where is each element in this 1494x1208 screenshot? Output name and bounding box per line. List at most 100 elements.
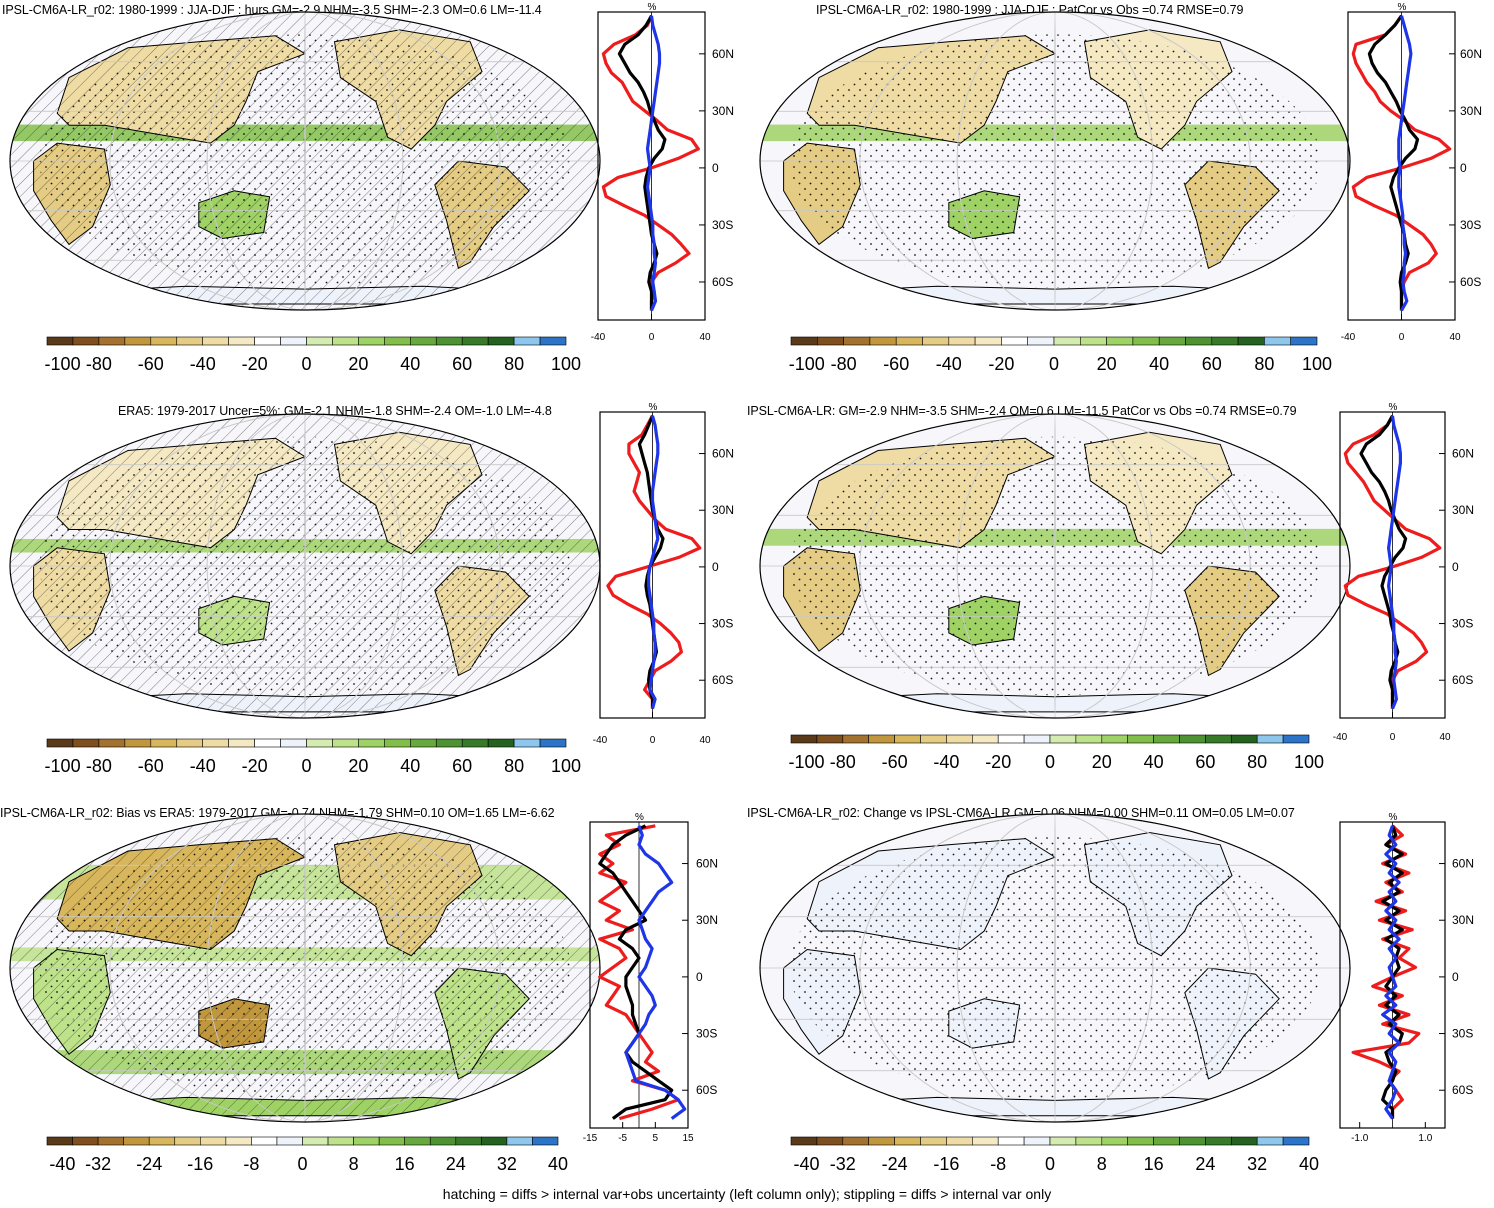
graticule-line — [206, 814, 404, 1122]
colorbar-box — [1179, 1136, 1206, 1146]
colorbar-box — [1153, 734, 1180, 744]
colorbar-box — [1211, 336, 1239, 346]
colorbar-tick-label: -8 — [243, 1154, 259, 1174]
colorbar-box — [378, 1136, 405, 1146]
colorbar-box — [922, 336, 950, 346]
colorbar-box — [46, 336, 74, 346]
zonal-xtick-label: -5 — [618, 1133, 627, 1144]
colorbar-box — [487, 738, 515, 748]
colorbar-tick-label: -80 — [86, 354, 112, 374]
colorbar-box — [1132, 336, 1160, 346]
colorbar-tick-label: -100 — [789, 752, 825, 772]
colorbar-tick-label: -8 — [990, 1154, 1006, 1174]
colorbar-box — [920, 1136, 947, 1146]
colorbar-box — [946, 734, 973, 744]
colorbar-tick-label: -100 — [45, 756, 81, 776]
colorbar-box — [971, 1136, 999, 1146]
graticule-line — [1054, 814, 1056, 1122]
zonal-unit-label: % — [635, 812, 644, 823]
colorbar-box — [1101, 1136, 1129, 1146]
colorbar-tick-label: 0 — [297, 1154, 307, 1174]
colorbar-box — [1027, 336, 1055, 346]
colorbar-box — [946, 1136, 973, 1146]
colorbar-box — [409, 336, 437, 346]
colorbar-tick-label: 40 — [400, 756, 420, 776]
zonal-ytick-label: 30S — [1460, 218, 1481, 232]
zonal-ytick-label: 60S — [1452, 673, 1473, 687]
colorbar-box — [124, 738, 152, 748]
colorbar-box — [1179, 734, 1206, 744]
colorbar-box — [200, 1136, 227, 1146]
colorbar-tick-label: 100 — [551, 354, 581, 374]
zonal-ytick-label: 30S — [696, 1027, 717, 1041]
colorbar-box — [869, 336, 897, 346]
zonal-series-red — [601, 15, 700, 311]
continent-antarctica — [818, 693, 1292, 713]
colorbar-box — [1049, 734, 1077, 744]
zonal-ytick-label: 60N — [1452, 857, 1474, 871]
colorbar-box — [1153, 1136, 1180, 1146]
colorbar-box — [254, 738, 281, 748]
zonal-ytick-label: 30S — [1452, 1027, 1473, 1041]
colorbar-box — [123, 1136, 150, 1146]
colorbar-box — [487, 336, 515, 346]
colorbar-tick-label: 100 — [551, 756, 581, 776]
colorbar-tick-label: -20 — [242, 354, 268, 374]
zonal-ytick-label: 60S — [696, 1083, 717, 1097]
colorbar-5: -40 -32 -24 -16 -8 0 8 16 24 32 40 — [46, 1136, 568, 1174]
colorbar-box — [435, 336, 463, 346]
colorbar-tick-label: -60 — [138, 354, 164, 374]
colorbar-box — [1264, 336, 1292, 346]
colorbar-box — [513, 336, 541, 346]
colorbar-tick-label: 32 — [1247, 1154, 1267, 1174]
zonal-xtick-label: -40 — [1341, 332, 1356, 343]
colorbar-tick-label: 8 — [349, 1154, 359, 1174]
colorbar-tick-label: 0 — [1049, 354, 1059, 374]
colorbar-box — [358, 336, 385, 346]
colorbar-box — [384, 336, 411, 346]
colorbar-box — [816, 336, 844, 346]
colorbar-box — [868, 1136, 895, 1146]
zonal-ytick-label: 60N — [712, 47, 734, 61]
colorbar-box — [302, 1136, 329, 1146]
colorbar-box — [790, 734, 818, 744]
colorbar-box — [1075, 734, 1103, 744]
colorbar-box — [150, 738, 178, 748]
zonal-ytick-label: 60N — [696, 857, 718, 871]
colorbar-tick-label: -40 — [794, 1154, 820, 1174]
colorbar-box — [455, 1136, 482, 1146]
map-panel-6 — [759, 813, 1351, 1123]
map-outline — [9, 813, 601, 1123]
colorbar-box — [1023, 1136, 1051, 1146]
colorbar-box — [894, 1136, 921, 1146]
colorbar-box — [228, 738, 255, 748]
zonal-mean-panel-4: % 60N 30N 0 30S 60S -40 0 40 — [1333, 402, 1474, 743]
colorbar-tick-label: 80 — [504, 756, 524, 776]
colorbar-box — [1205, 734, 1232, 744]
graticule-line — [109, 12, 501, 310]
map-panel-5 — [9, 813, 601, 1123]
colorbar-4: -100 -80 -60 -40 -20 0 20 40 60 80 100 — [789, 734, 1324, 772]
zonal-unit-label: % — [1389, 402, 1398, 413]
colorbar-box — [353, 1136, 380, 1146]
colorbar-tick-label: 40 — [400, 354, 420, 374]
graticule-line — [304, 12, 306, 310]
colorbar-tick-label: -40 — [936, 354, 962, 374]
colorbar-box — [150, 336, 178, 346]
zonal-xtick-label: 40 — [1449, 332, 1461, 343]
colorbar-box — [384, 738, 411, 748]
colorbar-box — [1106, 336, 1134, 346]
colorbar-tick-label: 20 — [1092, 752, 1112, 772]
zonal-ytick-label: 60N — [712, 447, 734, 461]
map-panel-4 — [759, 413, 1351, 719]
zonal-ytick-label: 0 — [1460, 161, 1467, 175]
zonal-series-blue — [645, 15, 662, 312]
map-panel-3 — [9, 413, 601, 719]
zonal-xtick-label: 0 — [1399, 332, 1405, 343]
colorbar-box — [1290, 336, 1318, 346]
colorbar-box — [920, 734, 947, 744]
colorbar-box — [842, 734, 869, 744]
graticule-line — [956, 12, 1154, 310]
colorbar-tick-label: -80 — [830, 752, 856, 772]
colorbar-tick-label: 40 — [1299, 1154, 1319, 1174]
